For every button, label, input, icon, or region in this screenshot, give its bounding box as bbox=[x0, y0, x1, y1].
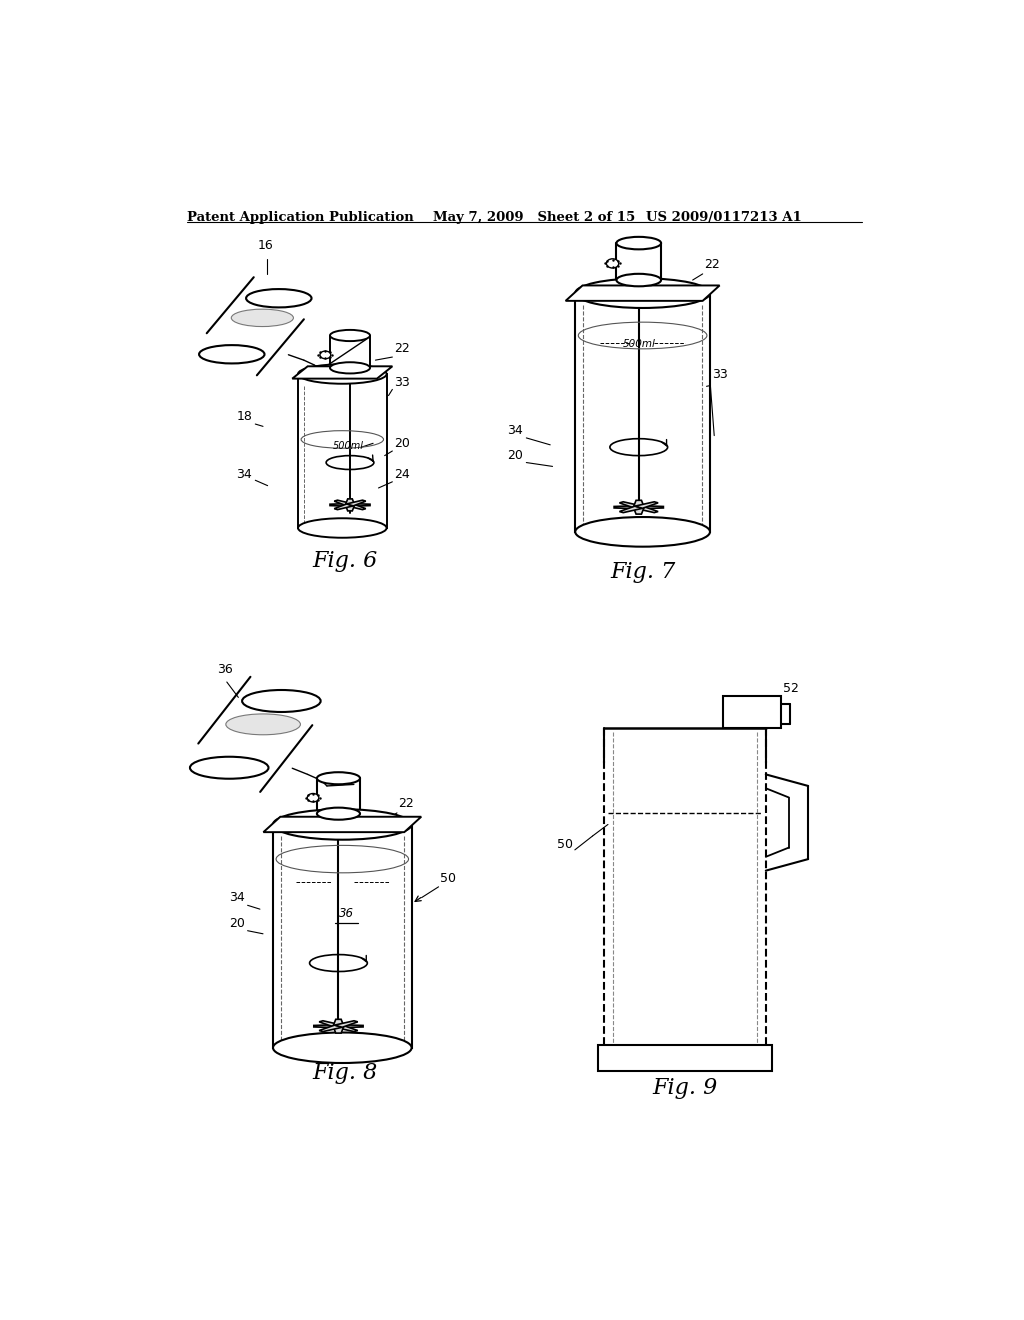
Polygon shape bbox=[350, 503, 370, 507]
Text: 20: 20 bbox=[507, 449, 523, 462]
Polygon shape bbox=[319, 1026, 342, 1032]
Bar bbox=[298, 374, 387, 528]
Polygon shape bbox=[335, 1026, 357, 1032]
Ellipse shape bbox=[316, 808, 360, 820]
Ellipse shape bbox=[575, 279, 710, 308]
Ellipse shape bbox=[316, 772, 360, 784]
Text: Fig. 8: Fig. 8 bbox=[312, 1061, 377, 1084]
Text: 500ml: 500ml bbox=[623, 339, 655, 348]
Text: Patent Application Publication: Patent Application Publication bbox=[186, 211, 414, 224]
Text: 24: 24 bbox=[394, 469, 410, 480]
Polygon shape bbox=[347, 504, 366, 510]
Text: 33: 33 bbox=[394, 376, 410, 388]
Text: 20: 20 bbox=[394, 437, 410, 450]
Text: 18: 18 bbox=[237, 411, 252, 424]
Text: Fig. 7: Fig. 7 bbox=[610, 561, 675, 583]
Polygon shape bbox=[635, 502, 658, 508]
Ellipse shape bbox=[616, 236, 662, 249]
Polygon shape bbox=[620, 506, 643, 512]
Text: US 2009/0117213 A1: US 2009/0117213 A1 bbox=[646, 211, 802, 224]
Text: 16: 16 bbox=[257, 239, 273, 252]
Ellipse shape bbox=[330, 362, 370, 374]
Text: 34: 34 bbox=[508, 424, 523, 437]
Polygon shape bbox=[335, 1020, 357, 1027]
Text: 20: 20 bbox=[228, 917, 245, 929]
Ellipse shape bbox=[330, 330, 370, 341]
Polygon shape bbox=[639, 506, 664, 508]
Polygon shape bbox=[565, 285, 720, 301]
Polygon shape bbox=[614, 506, 639, 508]
Ellipse shape bbox=[246, 289, 311, 308]
Polygon shape bbox=[333, 1026, 344, 1034]
Ellipse shape bbox=[231, 309, 294, 326]
Text: Fig. 9: Fig. 9 bbox=[652, 1077, 718, 1100]
Text: 34: 34 bbox=[228, 891, 245, 904]
Polygon shape bbox=[334, 504, 353, 510]
Polygon shape bbox=[330, 503, 350, 507]
Polygon shape bbox=[347, 500, 366, 506]
Ellipse shape bbox=[242, 690, 321, 711]
Ellipse shape bbox=[199, 345, 264, 363]
Ellipse shape bbox=[190, 756, 268, 779]
Text: May 7, 2009   Sheet 2 of 15: May 7, 2009 Sheet 2 of 15 bbox=[433, 211, 636, 224]
Bar bbox=[724, 696, 781, 729]
Text: 33: 33 bbox=[712, 368, 728, 381]
Polygon shape bbox=[620, 502, 643, 508]
Polygon shape bbox=[634, 507, 644, 513]
Ellipse shape bbox=[298, 519, 387, 537]
Polygon shape bbox=[339, 1024, 364, 1028]
Polygon shape bbox=[345, 499, 354, 506]
Text: 22: 22 bbox=[398, 797, 415, 809]
Bar bbox=[273, 825, 412, 1048]
Ellipse shape bbox=[273, 1032, 412, 1063]
Text: 22: 22 bbox=[705, 257, 720, 271]
Ellipse shape bbox=[606, 259, 618, 268]
Text: 34: 34 bbox=[237, 469, 252, 480]
Text: 36: 36 bbox=[339, 907, 353, 920]
Polygon shape bbox=[634, 500, 644, 507]
Polygon shape bbox=[263, 817, 421, 832]
Polygon shape bbox=[635, 506, 658, 512]
Ellipse shape bbox=[307, 793, 318, 803]
Ellipse shape bbox=[298, 364, 387, 384]
Text: Fig. 6: Fig. 6 bbox=[312, 549, 377, 572]
Text: 50: 50 bbox=[557, 838, 573, 850]
Text: 500ml: 500ml bbox=[333, 441, 364, 450]
Text: 36: 36 bbox=[217, 663, 232, 676]
Bar bbox=[575, 293, 710, 532]
Text: 22: 22 bbox=[394, 342, 410, 355]
Bar bbox=[598, 1045, 772, 1071]
Ellipse shape bbox=[319, 351, 331, 359]
Ellipse shape bbox=[616, 273, 662, 286]
Polygon shape bbox=[292, 367, 392, 379]
Polygon shape bbox=[333, 1019, 344, 1026]
Ellipse shape bbox=[575, 517, 710, 546]
Ellipse shape bbox=[226, 714, 300, 735]
Text: 52: 52 bbox=[782, 682, 799, 696]
Polygon shape bbox=[334, 500, 353, 506]
Text: 50: 50 bbox=[440, 873, 456, 886]
Ellipse shape bbox=[273, 809, 412, 840]
Polygon shape bbox=[313, 1024, 339, 1028]
Polygon shape bbox=[319, 1020, 342, 1027]
Polygon shape bbox=[345, 506, 354, 511]
